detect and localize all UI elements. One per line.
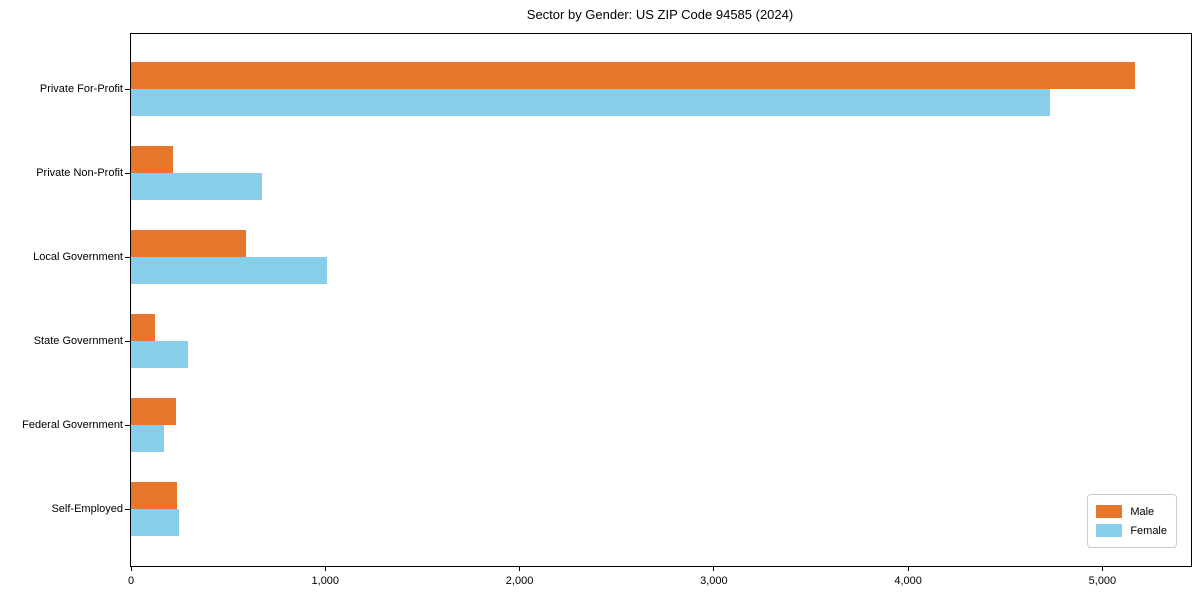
x-tick-label-4000: 4,000 [894, 575, 922, 587]
x-tick-0 [130, 566, 132, 571]
bar-male-local-government [131, 230, 246, 257]
x-tick-3000 [713, 566, 715, 571]
x-tick-4000 [907, 566, 909, 571]
x-tick-1000 [324, 566, 326, 571]
bar-male-self-employed [131, 482, 177, 509]
bar-male-private-non-profit [131, 146, 173, 173]
y-tick-federal-government [125, 425, 131, 426]
x-tick-label-5000: 5,000 [1088, 575, 1117, 587]
x-tick-label-2000: 2,000 [505, 575, 534, 587]
y-tick-private-non-profit [125, 173, 131, 174]
bar-female-private-non-profit [131, 173, 263, 200]
x-tick-label-3000: 3,000 [700, 575, 728, 587]
bar-female-federal-government [131, 425, 165, 452]
female-swatch [1096, 524, 1123, 537]
bar-female-self-employed [131, 509, 179, 536]
legend-entry-male: Male [1096, 502, 1167, 521]
bar-male-private-for-profit [131, 62, 1136, 89]
bar-male-federal-government [131, 398, 176, 425]
legend-label-female: Female [1130, 524, 1167, 537]
y-axis-label-private-for-profit: Private For-Profit [39, 83, 123, 95]
legend-label-male: Male [1130, 505, 1155, 518]
x-tick-2000 [519, 566, 521, 571]
y-axis-label-state-government: State Government [33, 335, 123, 347]
chart-title: Sector by Gender: US ZIP Code 94585 (202… [526, 7, 794, 22]
bar-male-state-government [131, 314, 156, 341]
y-axis-label-self-employed: Self-Employed [51, 503, 123, 515]
bar-female-private-for-profit [131, 89, 1050, 116]
y-tick-self-employed [125, 509, 131, 510]
legend-entry-female: Female [1096, 521, 1167, 540]
y-axis-label-local-government: Local Government [33, 251, 123, 263]
y-tick-private-for-profit [125, 89, 131, 90]
y-axis-label-private-non-profit: Private Non-Profit [36, 167, 123, 179]
y-tick-state-government [125, 341, 131, 342]
x-tick-label-1000: 1,000 [311, 575, 340, 587]
y-tick-local-government [125, 257, 131, 258]
x-tick-label-0: 0 [127, 575, 135, 587]
x-tick-5000 [1101, 566, 1103, 571]
male-swatch [1096, 505, 1123, 518]
bar-female-state-government [131, 341, 189, 368]
legend: Male Female [1087, 494, 1177, 548]
plot-area: Private For-Profit Private Non-Profit Loca… [22, 33, 1192, 587]
y-axis-label-federal-government: Federal Government [22, 419, 123, 431]
bar-female-local-government [131, 257, 328, 284]
